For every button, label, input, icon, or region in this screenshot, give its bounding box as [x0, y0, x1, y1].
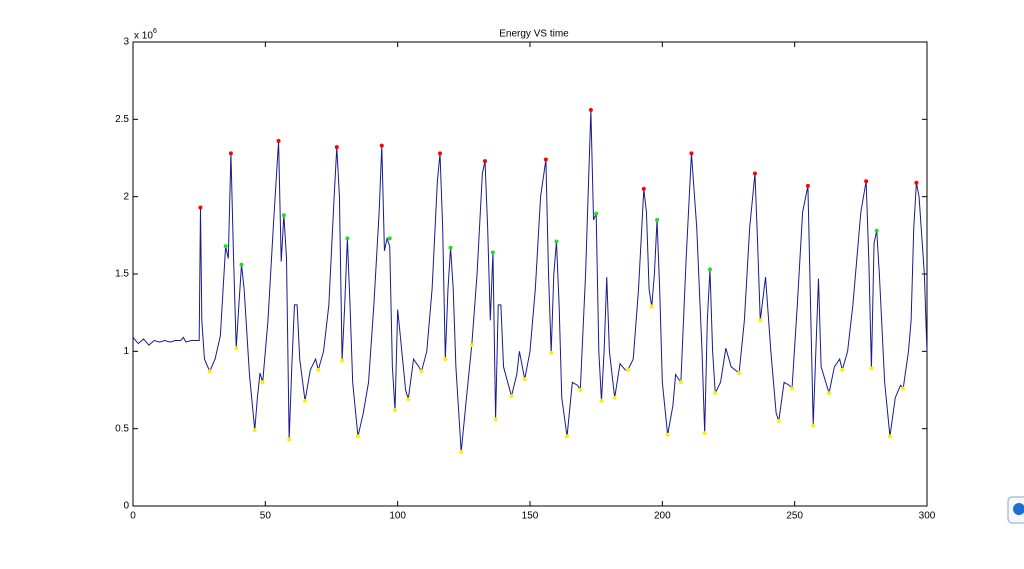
marker — [702, 431, 707, 436]
marker — [776, 418, 781, 423]
y-tick-label: 2.5 — [115, 114, 129, 125]
marker — [625, 367, 630, 372]
marker — [340, 358, 345, 363]
marker — [355, 434, 360, 439]
marker — [641, 186, 646, 191]
app-icon[interactable] — [1007, 496, 1024, 524]
marker — [612, 395, 617, 400]
marker — [509, 394, 514, 399]
y-tick-label: 3 — [123, 37, 129, 48]
marker — [387, 236, 392, 241]
marker — [864, 179, 869, 184]
y-tick-label: 0.5 — [115, 423, 129, 434]
marker — [345, 236, 350, 241]
marker — [281, 213, 286, 218]
marker — [887, 434, 892, 439]
marker — [490, 250, 495, 255]
marker — [239, 262, 244, 267]
y-tick-label: 0 — [123, 501, 129, 512]
x-tick-label: 250 — [786, 511, 803, 522]
marker — [334, 145, 339, 150]
marker — [316, 367, 321, 372]
marker — [869, 366, 874, 371]
chart-title: Energy VS time — [499, 29, 569, 40]
marker — [665, 432, 670, 437]
marker — [805, 183, 810, 188]
marker — [599, 398, 604, 403]
energy-line — [132, 110, 928, 452]
marker — [554, 239, 559, 244]
marker — [419, 369, 424, 374]
marker — [459, 449, 464, 454]
marker — [469, 343, 474, 348]
marker — [393, 408, 398, 413]
marker — [549, 350, 554, 355]
marker — [758, 318, 763, 323]
marker — [655, 217, 660, 222]
marker — [594, 211, 599, 216]
marker — [649, 304, 654, 309]
marker — [379, 143, 384, 148]
marker — [287, 437, 292, 442]
marker — [303, 398, 308, 403]
x-tick-label: 200 — [654, 511, 671, 522]
marker — [443, 357, 448, 362]
marker — [260, 380, 265, 385]
marker — [578, 388, 583, 392]
marker — [234, 346, 239, 351]
marker — [228, 151, 233, 156]
x-tick-label: 50 — [260, 511, 272, 522]
marker — [483, 159, 488, 164]
marker — [493, 417, 498, 422]
marker — [914, 180, 919, 185]
marker — [448, 245, 453, 250]
marker — [713, 391, 718, 396]
plot-frame — [132, 41, 928, 507]
marker — [874, 228, 879, 233]
y-tick-label: 1 — [123, 346, 129, 357]
marker — [827, 391, 832, 396]
marker — [276, 138, 281, 143]
y-multiplier-exponent: 6 — [153, 28, 157, 35]
marker — [752, 171, 757, 176]
marker — [207, 369, 212, 374]
x-tick-label: 100 — [389, 511, 406, 522]
marker — [678, 380, 683, 385]
marker — [406, 397, 411, 402]
marker — [707, 267, 712, 272]
marker — [840, 367, 845, 372]
marker — [438, 151, 443, 156]
marker — [790, 386, 795, 391]
x-tick-label: 300 — [919, 511, 936, 522]
y-multiplier: x 10 — [134, 31, 153, 42]
marker — [223, 244, 228, 249]
marker — [543, 157, 548, 162]
marker — [522, 377, 527, 382]
marker — [811, 423, 816, 428]
y-tick-label: 2 — [123, 191, 129, 202]
marker — [198, 205, 203, 210]
marker — [737, 370, 742, 375]
marker — [588, 108, 593, 113]
marker — [901, 386, 906, 391]
y-tick-label: 1.5 — [115, 269, 129, 280]
marker — [252, 428, 257, 433]
x-tick-label: 150 — [522, 511, 539, 522]
marker — [689, 151, 694, 156]
marker — [565, 434, 570, 439]
x-tick-label: 0 — [130, 511, 136, 522]
